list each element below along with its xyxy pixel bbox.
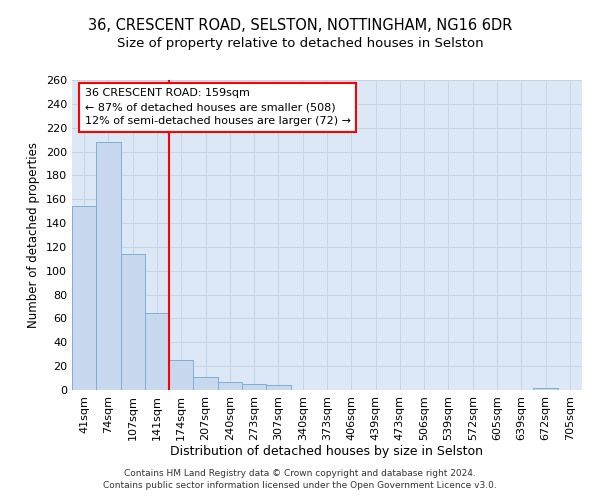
Y-axis label: Number of detached properties: Number of detached properties xyxy=(28,142,40,328)
Text: 36, CRESCENT ROAD, SELSTON, NOTTINGHAM, NG16 6DR: 36, CRESCENT ROAD, SELSTON, NOTTINGHAM, … xyxy=(88,18,512,32)
Bar xyxy=(121,254,145,390)
Text: Size of property relative to detached houses in Selston: Size of property relative to detached ho… xyxy=(116,38,484,51)
Bar xyxy=(145,312,169,390)
Text: Contains HM Land Registry data © Crown copyright and database right 2024.: Contains HM Land Registry data © Crown c… xyxy=(124,468,476,477)
Bar xyxy=(72,206,96,390)
Bar xyxy=(169,360,193,390)
Bar xyxy=(266,385,290,390)
Bar xyxy=(193,377,218,390)
Bar xyxy=(242,384,266,390)
Bar xyxy=(218,382,242,390)
X-axis label: Distribution of detached houses by size in Selston: Distribution of detached houses by size … xyxy=(170,446,484,458)
Bar xyxy=(96,142,121,390)
Text: Contains public sector information licensed under the Open Government Licence v3: Contains public sector information licen… xyxy=(103,481,497,490)
Bar xyxy=(533,388,558,390)
Text: 36 CRESCENT ROAD: 159sqm
← 87% of detached houses are smaller (508)
12% of semi-: 36 CRESCENT ROAD: 159sqm ← 87% of detach… xyxy=(85,88,350,126)
